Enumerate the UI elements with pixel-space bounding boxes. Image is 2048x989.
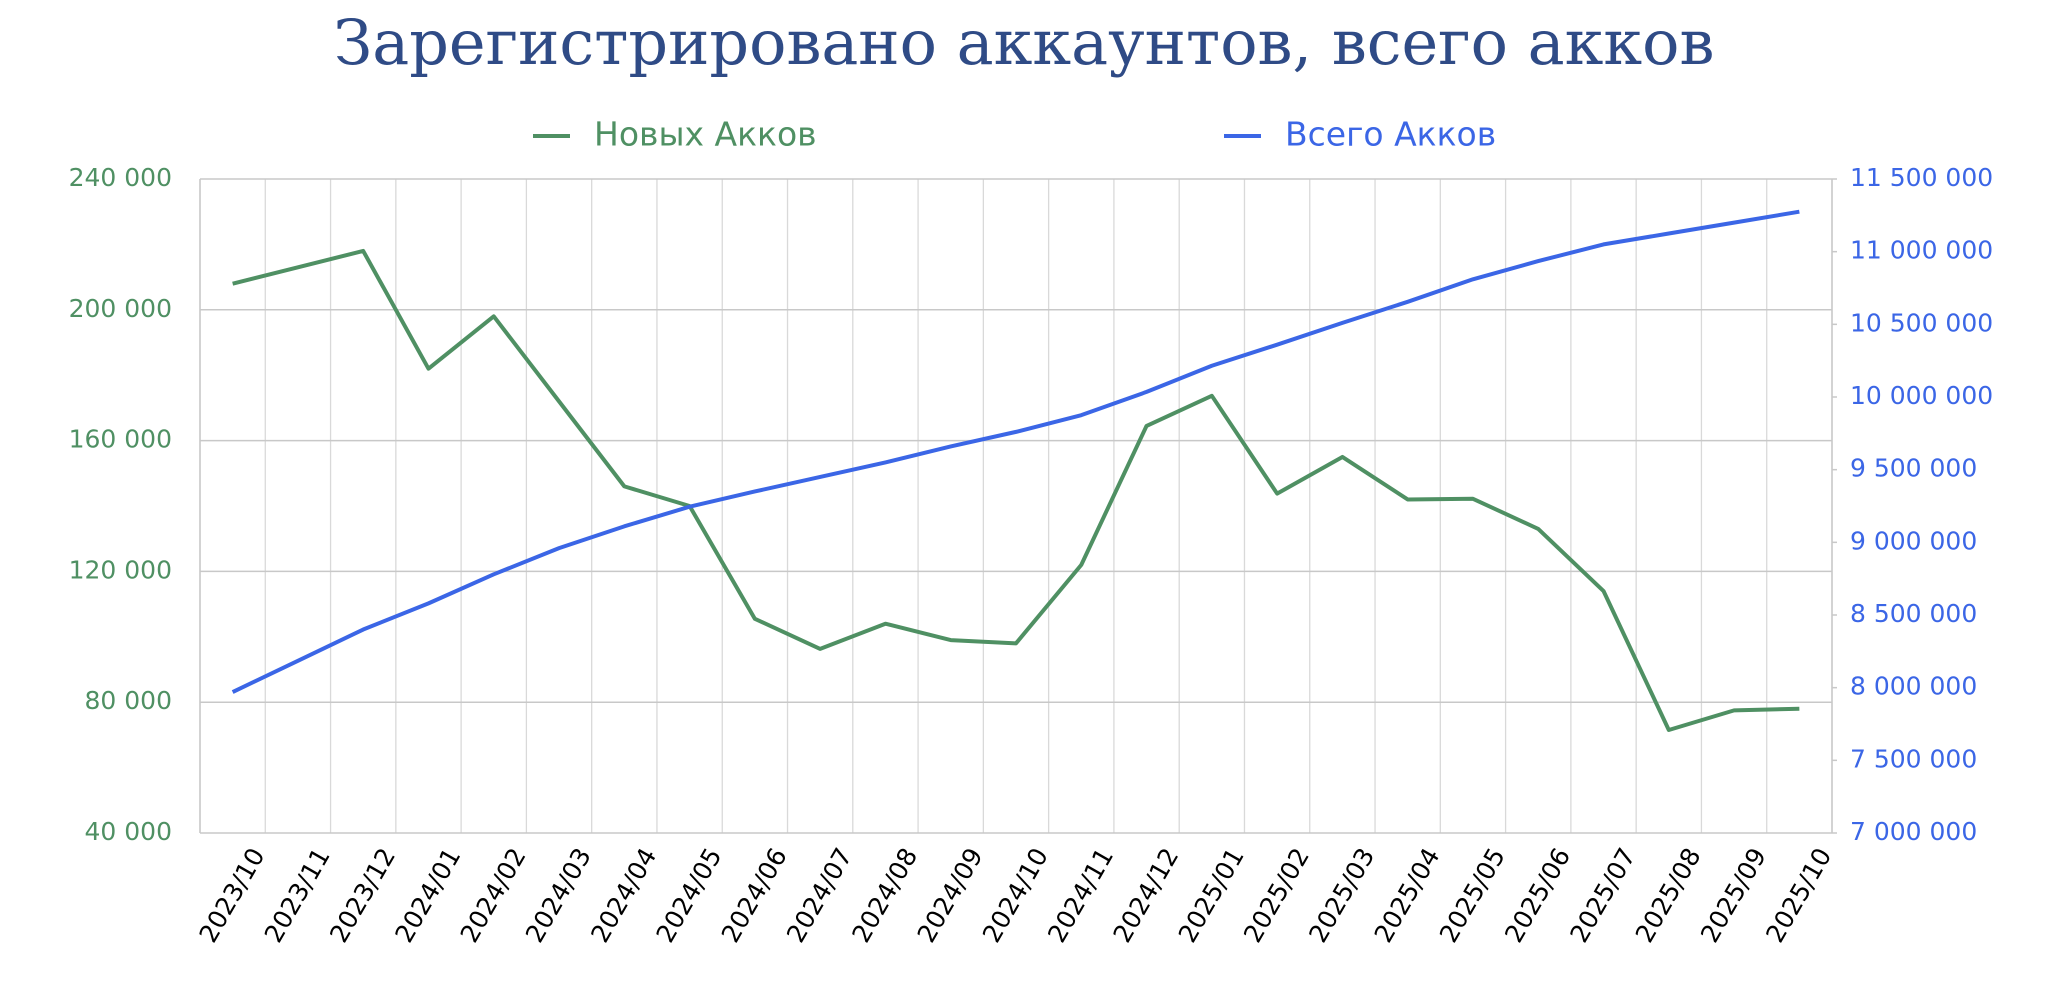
y2-tick-label: 9 500 000 <box>1850 454 1977 483</box>
y-tick-label: 80 000 <box>85 686 172 715</box>
series-line <box>232 248 1800 732</box>
y2-tick-label: 8 000 000 <box>1850 672 1977 701</box>
y2-tick-label: 9 000 000 <box>1850 526 1977 555</box>
y-tick-label: 200 000 <box>69 294 172 323</box>
y-tick-label: 160 000 <box>69 425 172 454</box>
y2-tick-label: 8 500 000 <box>1850 599 1977 628</box>
y2-tick-label: 7 500 000 <box>1850 744 1977 773</box>
series-line <box>231 209 1800 694</box>
legend-label: Новых Акков <box>594 115 817 154</box>
y-tick-label: 240 000 <box>69 163 172 192</box>
y2-tick-label: 10 500 000 <box>1850 308 1993 337</box>
y2-tick-label: 7 000 000 <box>1850 817 1977 846</box>
y-tick-label: 40 000 <box>85 817 172 846</box>
y2-tick-label: 10 000 000 <box>1850 381 1993 410</box>
chart-title: Зарегистрировано аккаунтов, всего акков <box>334 6 1715 79</box>
y2-tick-label: 11 000 000 <box>1850 236 1993 265</box>
legend-label: Всего Акков <box>1285 115 1496 154</box>
y2-tick-label: 11 500 000 <box>1850 163 1993 192</box>
y-tick-label: 120 000 <box>69 555 172 584</box>
